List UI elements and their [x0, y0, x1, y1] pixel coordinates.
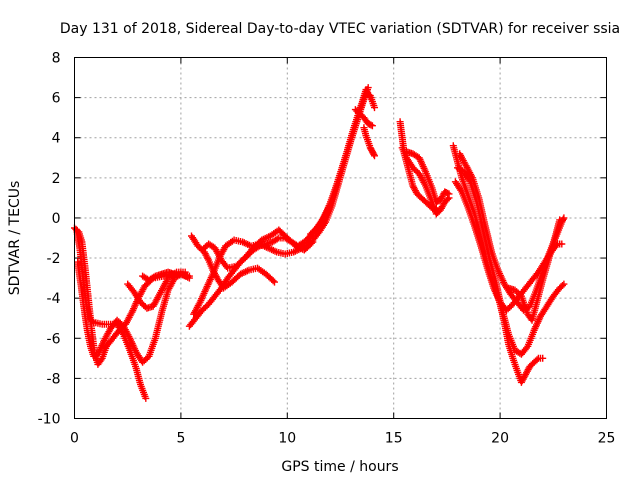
series-19	[454, 164, 568, 358]
data-point	[513, 288, 521, 296]
data-point	[204, 255, 212, 262]
data-point	[364, 84, 372, 92]
data-point	[88, 317, 96, 325]
data-point	[533, 356, 541, 364]
series-16	[398, 144, 453, 218]
data-point	[371, 104, 378, 112]
chart-title: Day 131 of 2018, Sidereal Day-to-day VTE…	[60, 21, 620, 37]
y-tick-label: -6	[47, 331, 61, 347]
data-point	[183, 272, 191, 280]
data-point	[307, 239, 315, 247]
series-11	[307, 86, 374, 238]
series-9	[198, 226, 317, 272]
series-14	[360, 124, 378, 160]
data-point	[371, 152, 378, 160]
x-tick-label: 25	[598, 431, 616, 447]
y-tick-label: 6	[52, 91, 61, 107]
data-point	[445, 190, 453, 198]
data-point	[142, 394, 150, 402]
y-tick-label: 2	[52, 171, 61, 187]
y-tick-label: 4	[52, 131, 61, 147]
series-13	[351, 106, 376, 130]
data-point	[321, 220, 328, 228]
series-3	[74, 258, 193, 366]
y-tick-label: 0	[52, 211, 61, 227]
data-point	[368, 122, 376, 130]
data-point	[273, 235, 281, 243]
data-point	[556, 216, 564, 224]
grid-lines	[74, 57, 607, 419]
series-15	[396, 118, 440, 214]
data-point	[523, 344, 530, 352]
data-point	[558, 240, 566, 248]
data-point	[444, 195, 452, 203]
y-tick-label: 8	[52, 51, 61, 67]
data-point	[269, 277, 277, 285]
series-17	[403, 148, 453, 206]
x-tick-label: 15	[385, 431, 403, 447]
series-12	[309, 84, 372, 244]
y-tick-label: -2	[47, 251, 61, 267]
y-tick-label: -4	[47, 291, 61, 307]
series-5	[139, 268, 191, 284]
y-tick-label: -10	[38, 412, 61, 428]
data-point	[560, 214, 568, 222]
data-point	[560, 280, 568, 288]
x-tick-label: 10	[278, 431, 296, 447]
y-tick-label: -8	[47, 371, 61, 387]
data-point	[150, 273, 158, 281]
data-point	[559, 282, 566, 289]
x-axis-label: GPS time / hours	[281, 459, 398, 475]
x-tick-label: 0	[70, 431, 79, 447]
x-tick-label: 5	[176, 431, 185, 447]
plot-frame	[74, 57, 607, 419]
data-point	[511, 286, 519, 294]
data-points	[71, 84, 568, 402]
series-22	[505, 216, 564, 324]
x-tick-label: 20	[491, 431, 509, 447]
y-axis-label: SDTVAR / TECUs	[7, 181, 23, 296]
data-point	[271, 278, 278, 286]
axis-ticks: 0 5 10 15 20 25 -10 -8 -6 -4 -2 0 2 4 6 8	[38, 51, 616, 447]
data-point	[539, 354, 547, 362]
